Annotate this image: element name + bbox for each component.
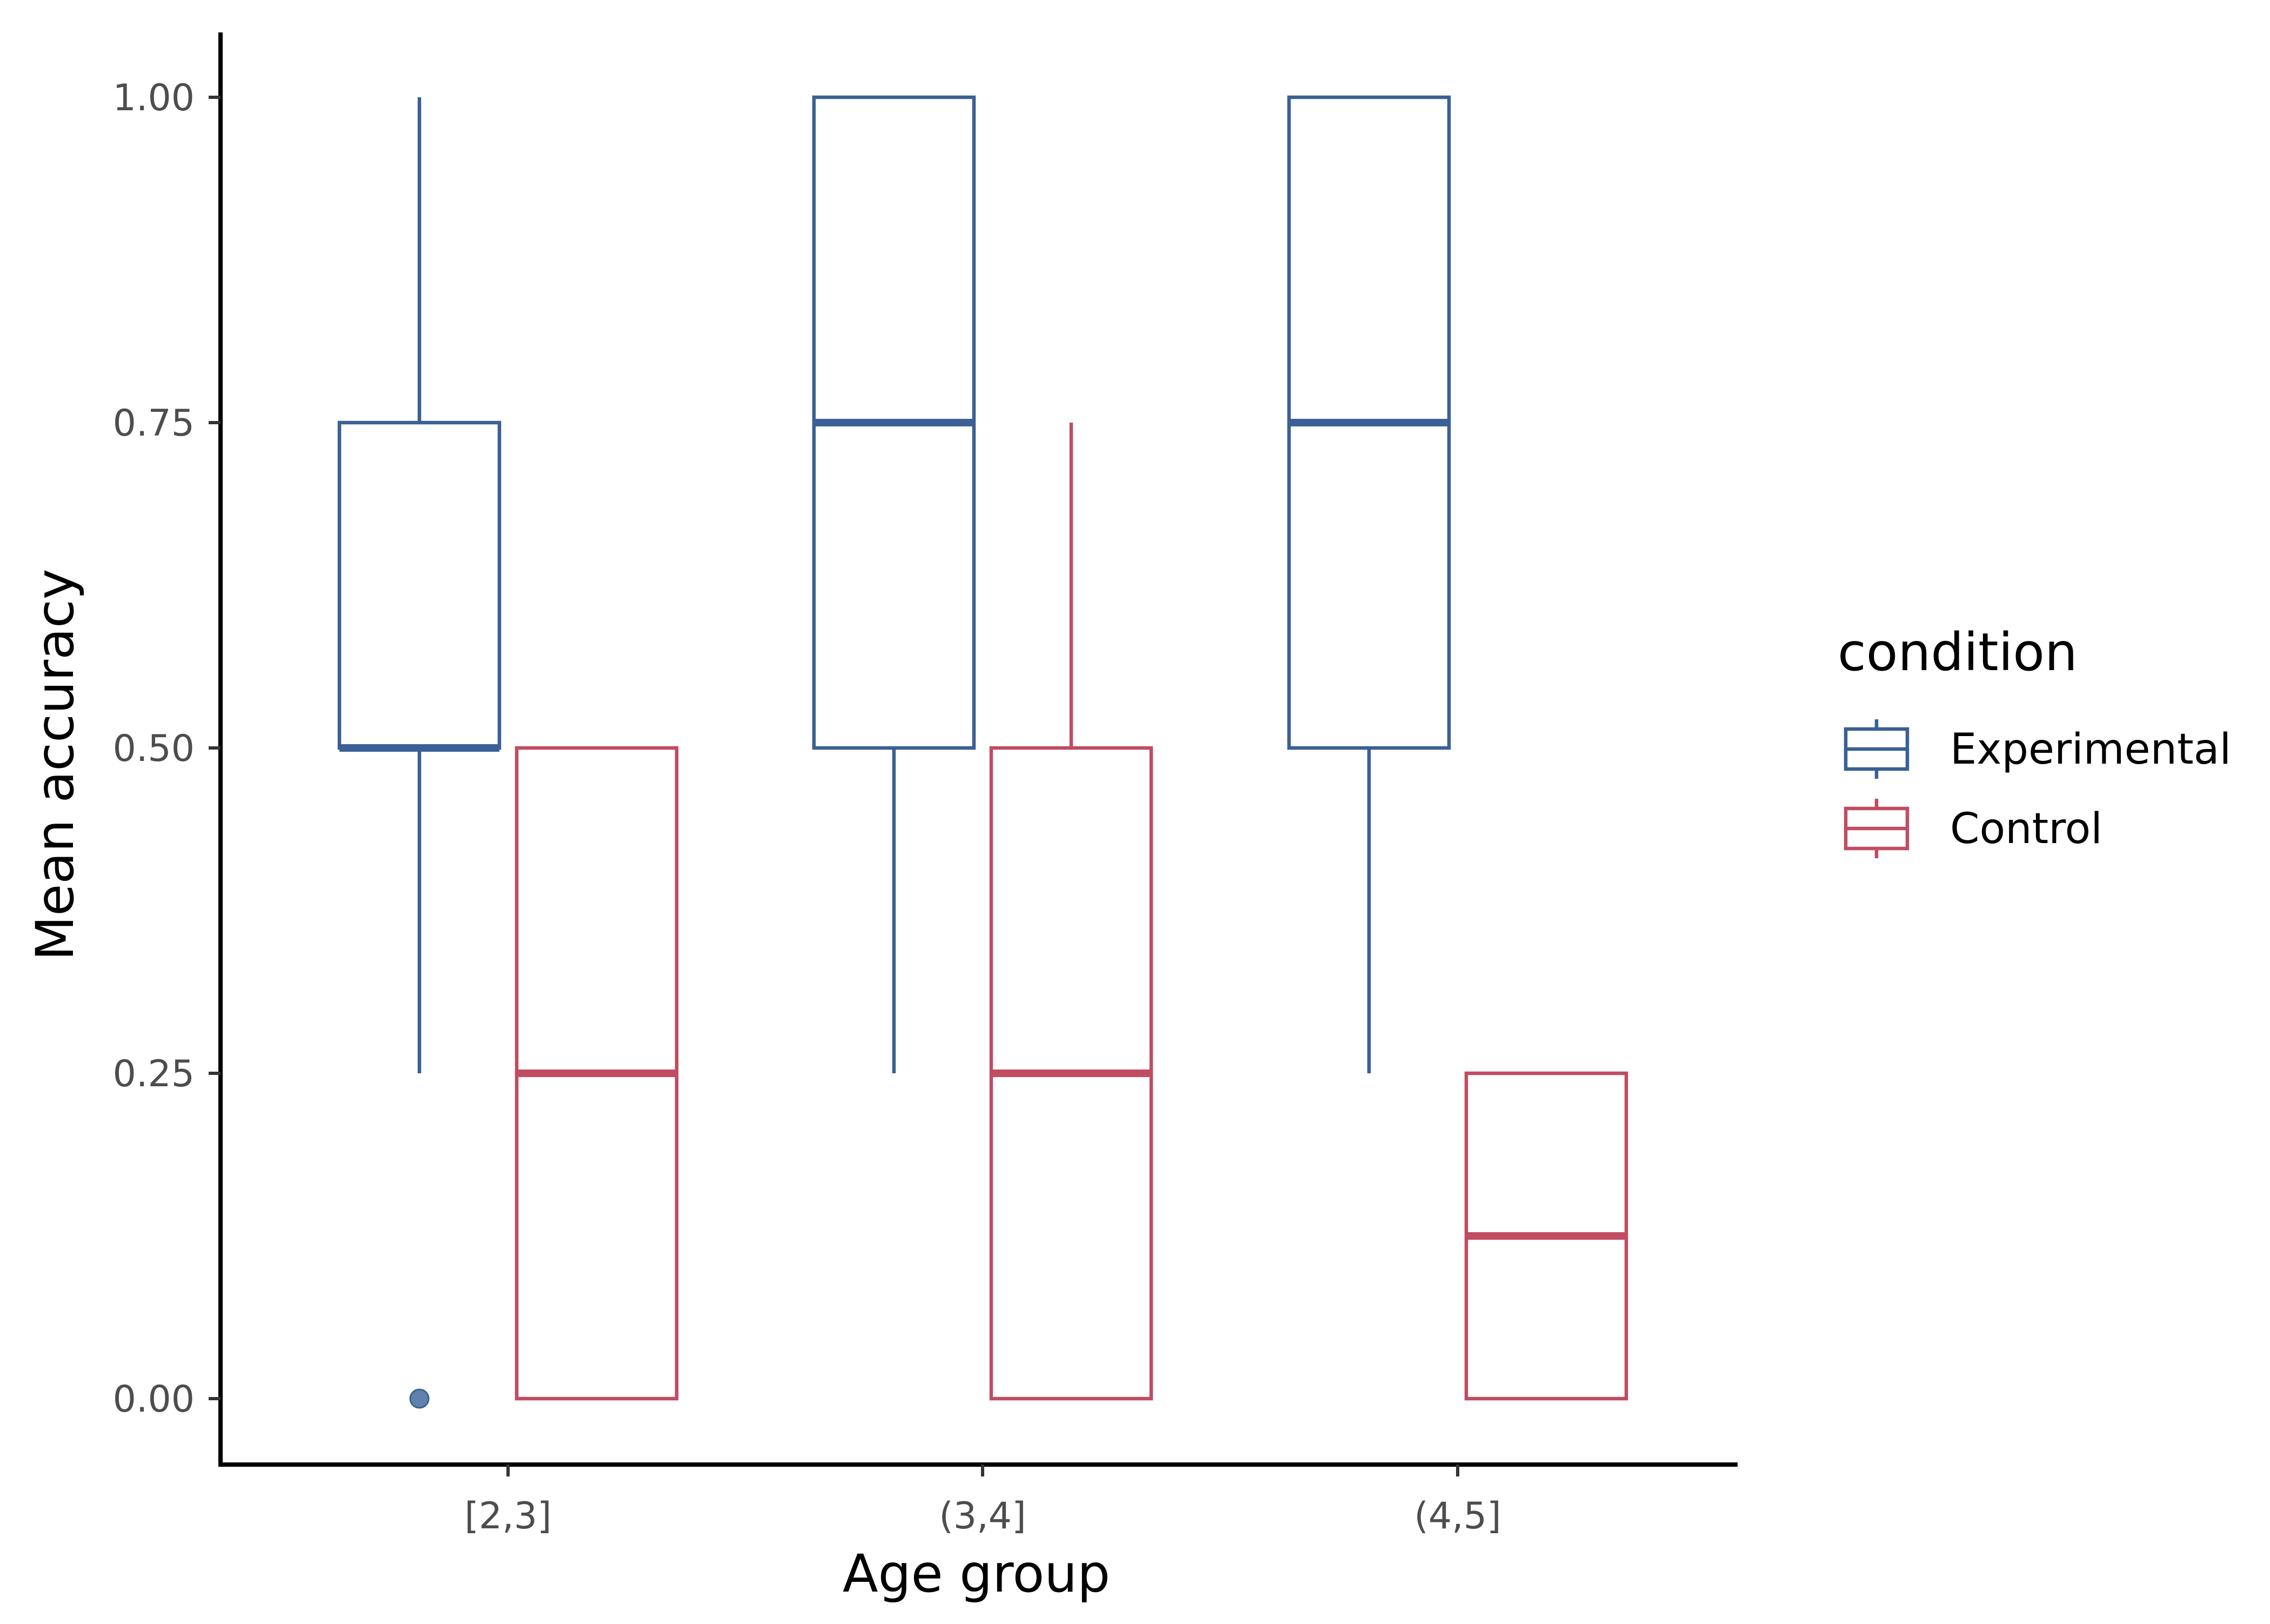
x-tick-label: (3,4] <box>939 1495 1026 1538</box>
box-control-0 <box>515 746 679 1401</box>
y-tick-label: 0.50 <box>113 727 195 770</box>
y-tick-label: 0.25 <box>113 1053 195 1095</box>
legend-label: Control <box>1950 805 2102 853</box>
box-experimental-1 <box>812 95 976 1073</box>
legend-key <box>1844 719 1910 779</box>
y-tick-label: 1.00 <box>113 77 195 119</box>
box-experimental-0 <box>337 97 502 1409</box>
y-axis-title: Mean accuracy <box>25 569 85 960</box>
outlier-point <box>409 1388 430 1409</box>
box-body <box>337 420 502 750</box>
x-axis-title: Age group <box>843 1543 1110 1604</box>
axes-layer: 0.00 0.25 0.50 0.75 1.00 [2,3] (3,4] (4,5] <box>113 32 1738 1538</box>
legend: condition Experimental Control <box>1838 622 2231 858</box>
x-tick-label: (4,5] <box>1414 1495 1501 1538</box>
legend-label: Experimental <box>1950 725 2231 774</box>
legend-item-experimental: Experimental <box>1844 719 2231 779</box>
box-experimental-2 <box>1287 95 1451 1073</box>
legend-key <box>1844 799 1910 858</box>
x-tick-label: [2,3] <box>464 1495 551 1538</box>
boxes-layer <box>337 95 1628 1409</box>
legend-item-control: Control <box>1844 799 2102 858</box>
box-control-2 <box>1464 1071 1628 1401</box>
y-tick-label: 0.00 <box>113 1378 195 1421</box>
box-control-1 <box>989 423 1153 1401</box>
legend-title: condition <box>1838 622 2078 683</box>
y-tick-label: 0.75 <box>113 402 195 445</box>
